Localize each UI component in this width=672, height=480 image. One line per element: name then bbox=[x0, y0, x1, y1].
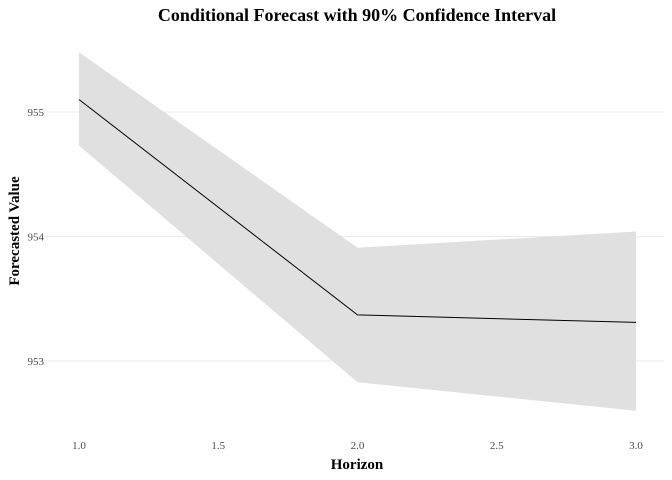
chart-title: Conditional Forecast with 90% Confidence… bbox=[158, 5, 556, 25]
tick-labels: 1.0 1.5 2.0 2.5 3.0 953 954 955 bbox=[28, 107, 644, 452]
y-axis-title: Forecasted Value bbox=[7, 176, 23, 286]
confidence-interval-band bbox=[79, 52, 636, 411]
forecast-line-layer bbox=[78, 99, 637, 323]
x-tick-label: 3.0 bbox=[629, 440, 643, 452]
x-tick-label: 1.0 bbox=[72, 440, 86, 452]
x-tick-label: 2.5 bbox=[490, 440, 504, 452]
confidence-band-layer bbox=[79, 52, 636, 411]
x-tick-label: 1.5 bbox=[211, 440, 225, 452]
x-axis-title: Horizon bbox=[331, 457, 384, 473]
forecast-line bbox=[78, 99, 637, 323]
y-tick-label: 954 bbox=[28, 232, 45, 244]
y-tick-label: 955 bbox=[28, 107, 45, 119]
y-tick-label: 953 bbox=[28, 356, 45, 368]
x-tick-label: 2.0 bbox=[351, 440, 365, 452]
